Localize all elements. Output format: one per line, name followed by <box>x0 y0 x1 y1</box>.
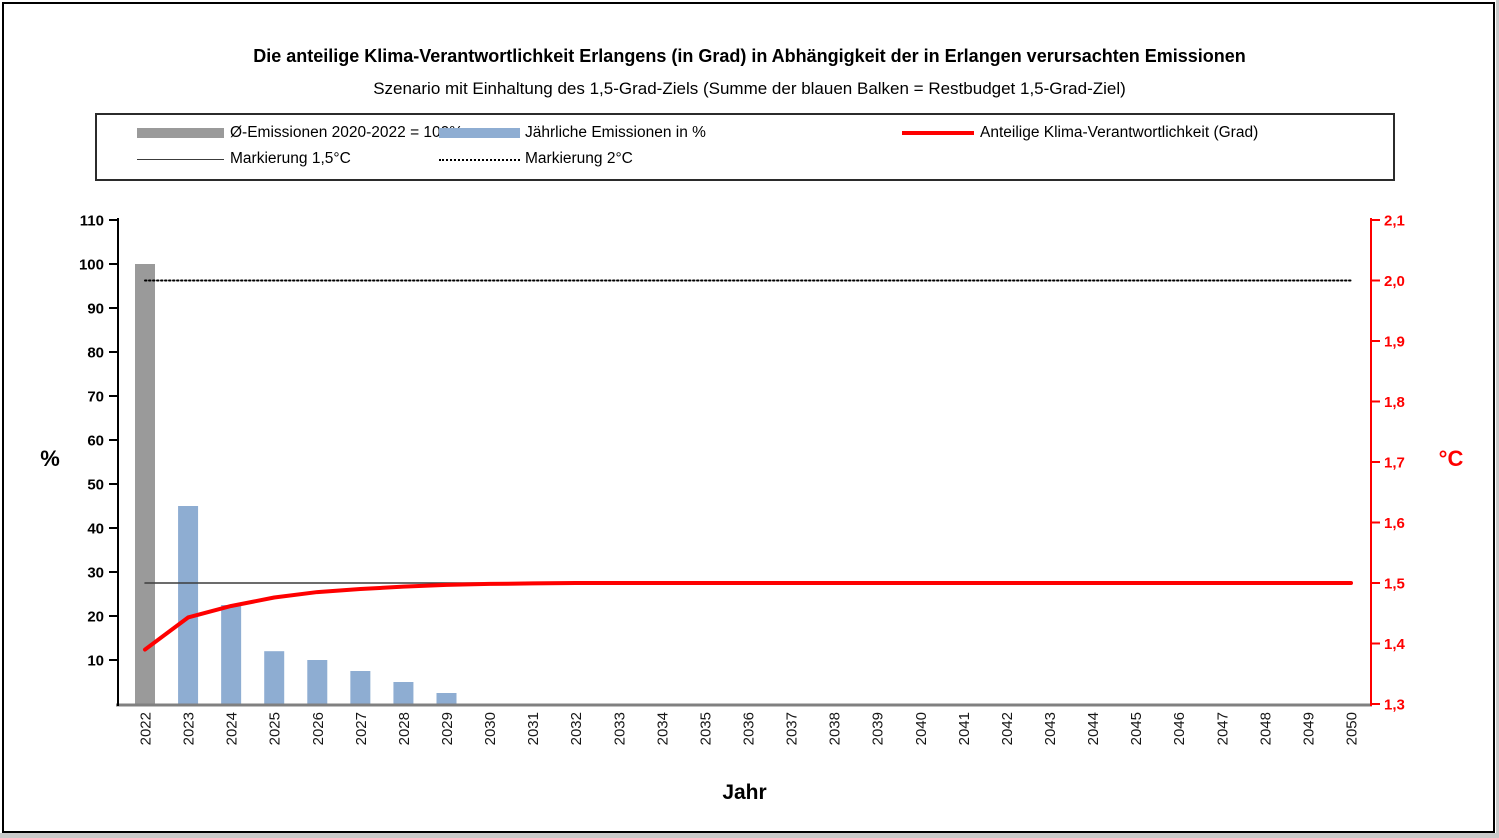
left-tick-label: 90 <box>87 301 104 318</box>
left-tick-label: 50 <box>87 477 104 494</box>
x-tick-label-2031: 2031 <box>525 712 542 745</box>
x-tick-label-2049: 2049 <box>1300 712 1317 745</box>
legend-swatch-marker-2 <box>439 159 520 161</box>
chart-subtitle: Szenario mit Einhaltung des 1,5-Grad-Zie… <box>373 79 1126 98</box>
x-tick-label-2046: 2046 <box>1171 712 1188 745</box>
x-tick-label-2038: 2038 <box>827 712 844 745</box>
x-tick-label-2022: 2022 <box>138 712 155 745</box>
x-tick-label-2023: 2023 <box>181 712 198 745</box>
bar-2026-j-hrliche-emissionen-in <box>307 660 328 704</box>
bar-2025-j-hrliche-emissionen-in <box>264 651 285 704</box>
legend-label-marker-1-5: Markierung 1,5°C <box>230 150 351 167</box>
right-tick-label: 1,6 <box>1384 515 1405 532</box>
right-axis-title: °C <box>1438 446 1464 471</box>
right-tick-label: 1,9 <box>1384 334 1405 351</box>
legend-label-annual-emissions: Jährliche Emissionen in % <box>525 124 706 141</box>
right-tick-label: 1,8 <box>1384 394 1405 411</box>
x-tick-label-2041: 2041 <box>956 712 973 745</box>
left-tick-label: 80 <box>87 345 104 362</box>
legend-swatch-climate-responsibility <box>902 131 974 135</box>
line-anteilige-klima-verantwortlichkeit-grad <box>143 581 1353 652</box>
x-tick-label-2032: 2032 <box>568 712 585 745</box>
x-tick-label-2036: 2036 <box>741 712 758 745</box>
chart-title: Die anteilige Klima-Verantwortlichkeit E… <box>253 46 1246 66</box>
x-tick-label-2034: 2034 <box>654 712 671 745</box>
right-tick-label: 1,5 <box>1384 576 1405 593</box>
bar-2027-j-hrliche-emissionen-in <box>350 671 371 704</box>
right-tick-label: 1,7 <box>1384 455 1405 472</box>
left-tick-label: 110 <box>80 213 104 230</box>
left-axis-title: % <box>40 446 60 471</box>
x-tick-label-2029: 2029 <box>439 712 456 745</box>
x-tick-label-2037: 2037 <box>784 712 801 745</box>
legend-swatch-marker-1-5 <box>137 159 224 160</box>
legend-label-climate-responsibility: Anteilige Klima-Verantwortlichkeit (Grad… <box>980 124 1259 141</box>
left-tick-label: 10 <box>87 653 104 670</box>
bar-2023-j-hrliche-emissionen-in <box>178 506 199 704</box>
left-tick-label: 20 <box>87 609 104 626</box>
x-tick-label-2025: 2025 <box>267 712 284 745</box>
x-tick-label-2050: 2050 <box>1344 712 1361 745</box>
x-tick-label-2024: 2024 <box>224 712 241 745</box>
x-tick-label-2039: 2039 <box>870 712 887 745</box>
x-tick-label-2043: 2043 <box>1042 712 1059 745</box>
bottom-strip <box>0 833 1499 838</box>
left-tick-label: 60 <box>87 433 104 450</box>
x-tick-label-2035: 2035 <box>697 712 714 745</box>
x-tick-label-2042: 2042 <box>999 712 1016 745</box>
right-strip <box>1496 0 1499 838</box>
x-tick-label-2028: 2028 <box>396 712 413 745</box>
legend-swatch-avg-emissions <box>137 128 224 138</box>
x-tick-label-2048: 2048 <box>1257 712 1274 745</box>
bar-2029-j-hrliche-emissionen-in <box>436 693 457 704</box>
bar-2028-j-hrliche-emissionen-in <box>393 682 414 704</box>
x-axis-title: Jahr <box>722 781 767 804</box>
left-tick-label: 100 <box>79 257 104 274</box>
right-tick-label: 2,0 <box>1384 273 1405 290</box>
x-tick-label-2027: 2027 <box>353 712 370 745</box>
legend-swatch-annual-emissions <box>439 128 520 138</box>
left-tick-label: 40 <box>87 521 104 538</box>
x-tick-label-2047: 2047 <box>1214 712 1231 745</box>
left-tick-label: 70 <box>87 389 104 406</box>
right-tick-label: 2,1 <box>1384 213 1405 230</box>
x-tick-label-2030: 2030 <box>482 712 499 745</box>
legend-box: Ø-Emissionen 2020-2022 = 100% Jährliche … <box>95 113 1395 181</box>
legend-label-avg-emissions: Ø-Emissionen 2020-2022 = 100% <box>230 124 464 141</box>
x-tick-label-2026: 2026 <box>310 712 327 745</box>
x-tick-label-2040: 2040 <box>913 712 930 745</box>
legend-label-marker-2: Markierung 2°C <box>525 150 633 167</box>
x-tick-label-2045: 2045 <box>1128 712 1145 745</box>
bar-2022-emissionen-2020-2022-100 <box>135 264 155 704</box>
bar-2024-j-hrliche-emissionen-in <box>221 605 242 704</box>
right-tick-label: 1,4 <box>1384 636 1406 653</box>
right-tick-label: 1,3 <box>1384 697 1405 714</box>
left-tick-label: 30 <box>87 565 104 582</box>
x-tick-label-2033: 2033 <box>611 712 628 745</box>
x-tick-label-2044: 2044 <box>1085 712 1102 745</box>
